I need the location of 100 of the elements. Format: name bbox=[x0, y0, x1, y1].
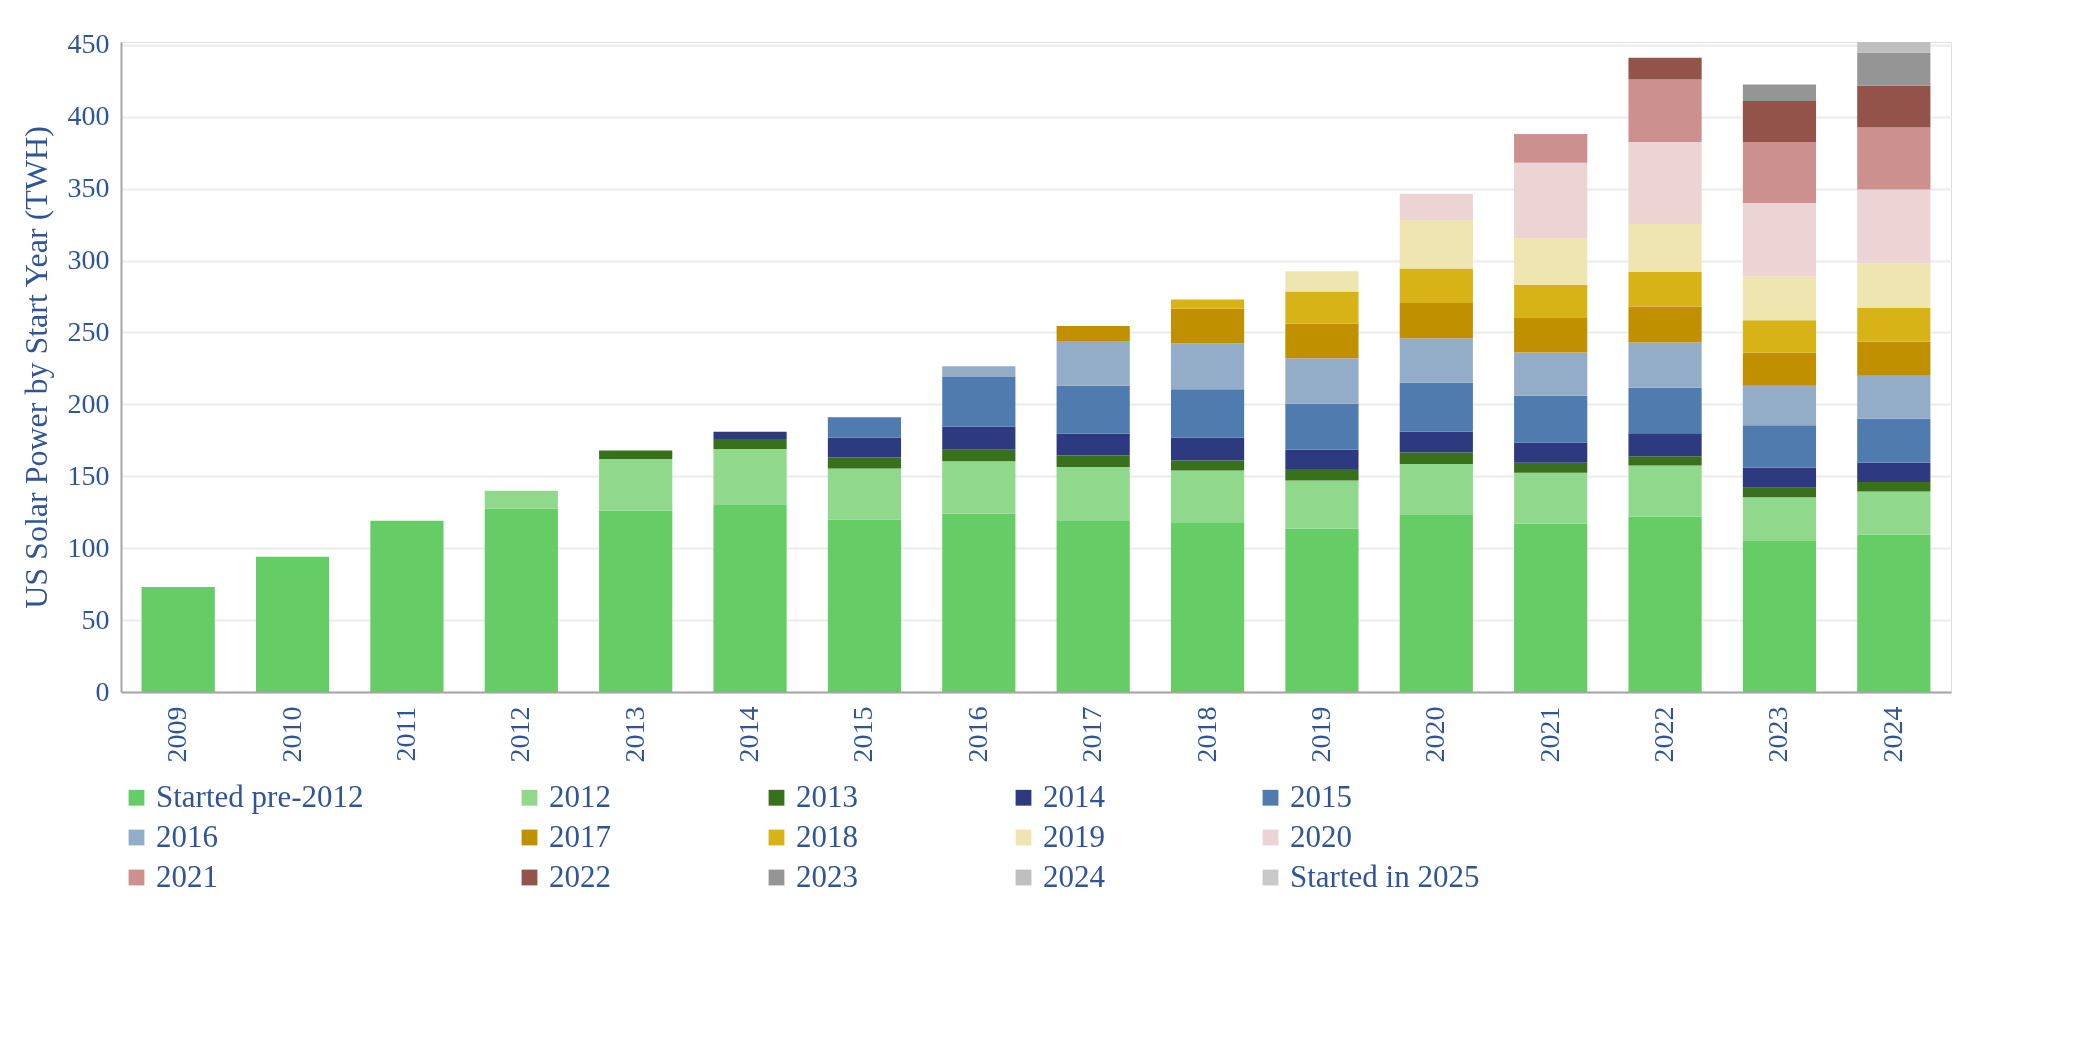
legend-label: 2018 bbox=[796, 818, 858, 854]
bar bbox=[1742, 541, 1817, 692]
y-tick-label: 450 bbox=[67, 28, 110, 60]
bar bbox=[1857, 52, 1931, 86]
bar bbox=[1056, 433, 1130, 456]
bar bbox=[1742, 487, 1817, 498]
bar bbox=[255, 556, 330, 692]
bar bbox=[1857, 189, 1931, 264]
y-tick-label: 350 bbox=[67, 172, 110, 204]
x-tick-label: 2024 bbox=[1876, 706, 1908, 763]
bar bbox=[1742, 352, 1817, 386]
y-axis-title: US Solar Power by Start Year (TWH) bbox=[17, 126, 54, 609]
bar bbox=[1285, 403, 1359, 450]
bar bbox=[827, 457, 902, 469]
bar bbox=[599, 459, 673, 511]
bar bbox=[1742, 203, 1817, 277]
bar bbox=[1285, 323, 1359, 359]
x-tick-label: 2010 bbox=[275, 706, 307, 763]
bar bbox=[1056, 455, 1130, 467]
bar bbox=[1742, 425, 1817, 468]
x-tick-label: 2009 bbox=[161, 706, 193, 763]
bar bbox=[1285, 528, 1359, 692]
bar bbox=[599, 450, 673, 460]
bar bbox=[1056, 326, 1130, 342]
bar bbox=[1514, 395, 1588, 443]
bar bbox=[1628, 141, 1702, 224]
bar bbox=[1628, 57, 1702, 80]
legend-label: 2022 bbox=[549, 858, 611, 894]
y-tick-label: 200 bbox=[67, 387, 110, 419]
bar bbox=[1285, 358, 1359, 404]
bar bbox=[1857, 462, 1931, 483]
y-tick-label: 0 bbox=[95, 675, 110, 707]
legend-label: 2020 bbox=[1290, 818, 1352, 854]
bar bbox=[1514, 162, 1588, 239]
x-tick-label: 2020 bbox=[1419, 706, 1451, 763]
bar bbox=[1170, 460, 1245, 471]
bar bbox=[1857, 308, 1931, 342]
legend-label: 2013 bbox=[796, 778, 858, 814]
bar bbox=[1056, 341, 1130, 386]
bar bbox=[1857, 482, 1931, 492]
x-tick-label: 2018 bbox=[1190, 706, 1222, 763]
bar bbox=[1399, 193, 1473, 221]
x-tick-label: 2022 bbox=[1648, 706, 1680, 763]
legend-label: 2016 bbox=[156, 818, 218, 854]
bar bbox=[1628, 306, 1702, 343]
bar bbox=[1628, 342, 1702, 388]
bar bbox=[1742, 84, 1817, 101]
x-tick-label: 2019 bbox=[1304, 706, 1336, 763]
bar bbox=[942, 449, 1016, 462]
legend-label: 2014 bbox=[1043, 778, 1106, 814]
bar bbox=[1742, 141, 1817, 204]
x-tick-label: 2015 bbox=[847, 706, 879, 763]
bar bbox=[599, 510, 673, 692]
bar bbox=[1514, 472, 1588, 524]
bar bbox=[141, 587, 215, 692]
bar bbox=[1170, 343, 1245, 390]
bar bbox=[1514, 352, 1588, 396]
bar bbox=[942, 426, 1016, 450]
bar bbox=[1514, 462, 1588, 473]
bar bbox=[1857, 85, 1931, 128]
bar bbox=[1285, 480, 1359, 529]
x-tick-label: 2011 bbox=[389, 706, 421, 762]
bar bbox=[942, 513, 1016, 692]
bar bbox=[1056, 466, 1130, 521]
legend-label: 2012 bbox=[549, 778, 611, 814]
bar bbox=[1628, 272, 1702, 307]
bar bbox=[1514, 523, 1588, 692]
y-tick-label: 100 bbox=[67, 531, 110, 563]
bar bbox=[1742, 320, 1817, 353]
bar bbox=[713, 431, 787, 439]
y-tick-label: 50 bbox=[81, 603, 110, 635]
bar bbox=[484, 490, 558, 509]
bar bbox=[1285, 449, 1359, 470]
bar bbox=[1857, 263, 1931, 309]
bar bbox=[1742, 467, 1817, 488]
bar bbox=[1857, 491, 1931, 535]
bar bbox=[1285, 291, 1359, 324]
y-tick-label: 150 bbox=[67, 459, 110, 491]
bar bbox=[1857, 127, 1931, 190]
bar bbox=[1170, 522, 1245, 692]
bar bbox=[1170, 470, 1245, 523]
bar bbox=[1742, 497, 1817, 541]
bar bbox=[1514, 238, 1588, 286]
legend-label: 2015 bbox=[1290, 778, 1352, 814]
legend-label: 2023 bbox=[796, 858, 858, 894]
bar bbox=[1742, 385, 1817, 426]
y-tick-label: 300 bbox=[67, 244, 110, 276]
bar bbox=[1857, 42, 1931, 53]
bar bbox=[484, 508, 558, 692]
bar bbox=[942, 366, 1016, 378]
bar bbox=[1514, 285, 1588, 319]
x-tick-label: 2012 bbox=[504, 706, 536, 763]
x-tick-label: 2021 bbox=[1533, 706, 1565, 763]
bar bbox=[1857, 375, 1931, 419]
bar bbox=[827, 417, 902, 438]
bar bbox=[1514, 318, 1588, 353]
bar bbox=[827, 519, 902, 692]
bar bbox=[1628, 79, 1702, 142]
y-tick-label: 400 bbox=[67, 100, 110, 132]
x-tick-label: 2016 bbox=[961, 706, 993, 763]
